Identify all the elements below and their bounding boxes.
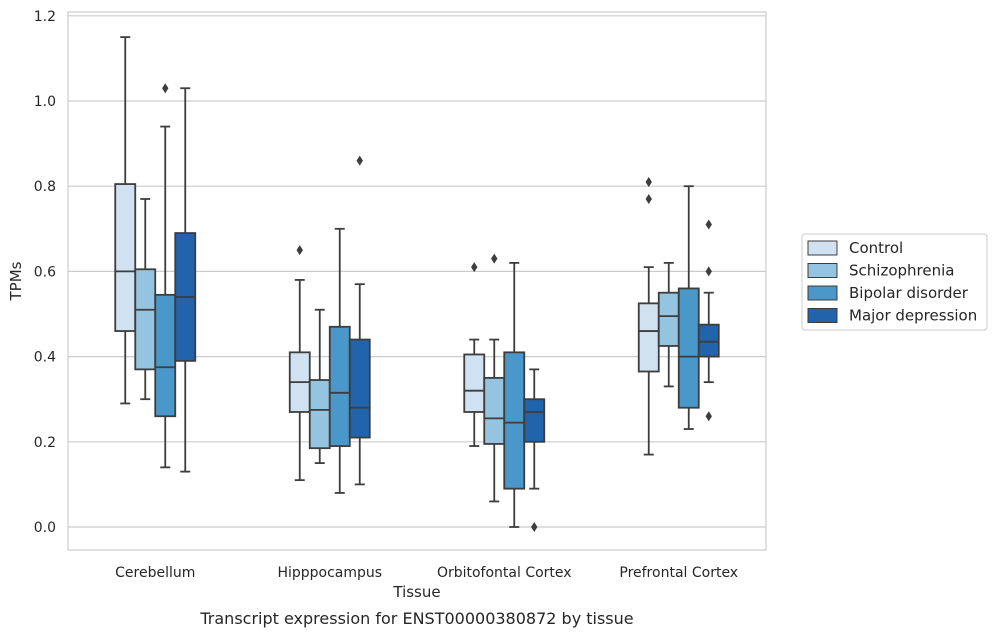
box-1-2 bbox=[328, 227, 351, 494]
outlier-0 bbox=[471, 262, 478, 273]
y-tick-label-0: 0.0 bbox=[34, 520, 56, 536]
box-3-1 bbox=[657, 261, 680, 388]
box-body bbox=[523, 398, 546, 443]
y-tick-label-3: 0.6 bbox=[34, 264, 56, 280]
legend-swatch-2 bbox=[807, 285, 838, 301]
outlier-2 bbox=[705, 219, 712, 230]
box-2-0 bbox=[463, 262, 486, 447]
boxes bbox=[114, 36, 720, 532]
box-2-3 bbox=[523, 368, 546, 532]
box-body bbox=[114, 183, 137, 332]
box-body bbox=[154, 293, 177, 418]
grid-lines bbox=[68, 15, 766, 528]
box-1-0 bbox=[288, 245, 311, 482]
y-tick-label-6: 1.2 bbox=[34, 9, 56, 25]
legend-swatch-1 bbox=[807, 263, 838, 278]
box-body bbox=[328, 325, 351, 447]
legend-swatch-3 bbox=[807, 308, 838, 323]
outlier-0 bbox=[296, 245, 303, 256]
box-body bbox=[657, 291, 680, 347]
legend: Control Schizophrenia Bipolar disorder Majo… bbox=[801, 233, 988, 331]
chart-caption: Transcript expression for ENST0000038087… bbox=[199, 609, 633, 628]
outlier-0 bbox=[645, 193, 652, 204]
legend-label-2: Bipolar disorder bbox=[849, 284, 969, 302]
outlier-0 bbox=[162, 83, 169, 94]
box-1-3 bbox=[348, 155, 371, 486]
box-3-2 bbox=[677, 185, 700, 430]
legend-frame bbox=[801, 233, 988, 331]
plot-frame bbox=[67, 11, 767, 551]
box-body bbox=[348, 338, 371, 439]
box-body bbox=[637, 302, 660, 373]
x-tick-label-1: Hipppocampus bbox=[277, 565, 382, 581]
box-3-0 bbox=[637, 176, 660, 456]
x-tick-label-3: Prefrontal Cortex bbox=[619, 565, 738, 581]
box-body bbox=[677, 287, 700, 409]
box-body bbox=[134, 268, 157, 371]
box-1-1 bbox=[308, 308, 331, 465]
box-3-3 bbox=[697, 219, 720, 422]
box-body bbox=[503, 351, 526, 490]
legend-label-1: Schizophrenia bbox=[849, 262, 954, 280]
outlier-0 bbox=[491, 253, 498, 264]
y-tick-label-5: 1.0 bbox=[34, 94, 56, 110]
legend-swatch-0 bbox=[807, 240, 838, 256]
x-tick-labels: Cerebellum Hipppocampus Orbitofontal Corte… bbox=[115, 565, 738, 581]
y-tick-label-4: 0.8 bbox=[34, 179, 56, 195]
box-body bbox=[483, 376, 506, 445]
box-body bbox=[697, 323, 720, 358]
box-0-3 bbox=[174, 87, 197, 473]
y-axis-label: TPMs bbox=[7, 261, 25, 301]
outlier-1 bbox=[645, 176, 652, 187]
outlier-1 bbox=[705, 266, 712, 277]
outlier-0 bbox=[531, 522, 538, 532]
y-tick-label-2: 0.4 bbox=[34, 350, 56, 366]
legend-label-3: Major depression bbox=[849, 307, 977, 325]
outlier-0 bbox=[705, 411, 712, 422]
box-0-1 bbox=[134, 198, 157, 401]
outlier-0 bbox=[356, 155, 363, 166]
box-0-2 bbox=[154, 83, 177, 469]
box-2-1 bbox=[483, 253, 506, 503]
x-axis-label: Tissue bbox=[392, 583, 440, 601]
y-tick-labels: 0.0 0.2 0.4 0.6 0.8 1.0 1.2 bbox=[34, 9, 56, 536]
box-body bbox=[308, 379, 331, 450]
y-tick-label-1: 0.2 bbox=[34, 435, 56, 451]
x-tick-label-2: Orbitofontal Cortex bbox=[437, 565, 572, 581]
x-tick-label-0: Cerebellum bbox=[115, 565, 195, 581]
box-0-0 bbox=[114, 36, 137, 405]
box-body bbox=[463, 353, 486, 413]
legend-label-0: Control bbox=[849, 239, 903, 257]
box-2-2 bbox=[503, 261, 526, 528]
